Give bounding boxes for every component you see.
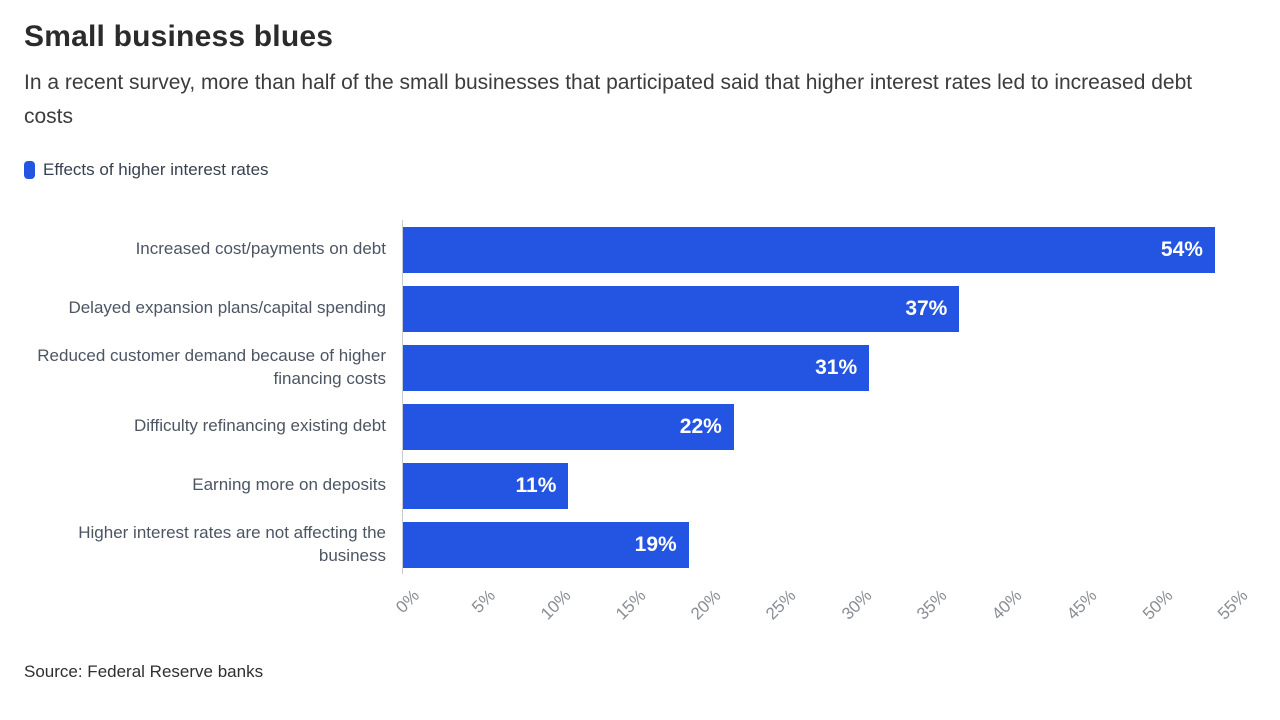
- category-label: Difficulty refinancing existing debt: [134, 416, 386, 436]
- bar-chart: Increased cost/payments on debt 54% Delaye…: [24, 220, 1252, 640]
- legend: Effects of higher interest rates: [24, 160, 1256, 180]
- x-axis-ticks: 0% 5% 10% 15% 20% 25% 30% 35% 40% 45% 50% 55%: [393, 574, 1252, 640]
- source-note: Source: Federal Reserve banks: [24, 662, 264, 682]
- bar-value-label: 11%: [515, 473, 557, 497]
- chart-row: Increased cost/payments on debt 54%: [24, 220, 1230, 280]
- plot-area: 19%: [402, 515, 1230, 575]
- x-tick-label: 45%: [1063, 586, 1101, 624]
- x-tick-label: 30%: [837, 586, 876, 624]
- legend-swatch-icon: [24, 161, 35, 180]
- chart-row: Reduced customer demand because of highe…: [24, 338, 1230, 398]
- bar: 19%: [403, 521, 689, 568]
- chart-subtitle: In a recent survey, more than half of th…: [24, 71, 1193, 129]
- chart-card: Small business blues In a recent survey,…: [24, 20, 1256, 682]
- plot-area: 11%: [402, 456, 1230, 516]
- bar: 54%: [403, 226, 1215, 273]
- chart-row: Difficulty refinancing existing debt 22%: [24, 397, 1230, 457]
- bar-value-label: 37%: [905, 296, 948, 320]
- x-tick-label: 15%: [611, 586, 650, 624]
- plot-area: 54%: [402, 220, 1230, 280]
- x-tick-label: 25%: [762, 586, 800, 624]
- legend-label: Effects of higher interest rates: [43, 160, 269, 180]
- chart-row: Earning more on deposits 11%: [24, 456, 1230, 516]
- axis-spacer: [24, 574, 402, 640]
- chart-row: Higher interest rates are not affecting …: [24, 515, 1230, 575]
- bar: 31%: [403, 344, 870, 391]
- x-tick-label: 40%: [988, 586, 1026, 624]
- x-axis: 0% 5% 10% 15% 20% 25% 30% 35% 40% 45% 50% 55%: [24, 574, 1252, 640]
- x-tick-label: 10%: [536, 586, 574, 624]
- chart-title: Small business blues: [24, 20, 334, 53]
- plot-area: 37%: [402, 279, 1230, 339]
- x-tick-label: 5%: [467, 586, 499, 617]
- bar: 11%: [403, 462, 569, 509]
- x-tick-label: 35%: [912, 586, 951, 624]
- category-label: Delayed expansion plans/capital spending: [68, 298, 386, 318]
- x-tick-label: 50%: [1138, 586, 1177, 624]
- bar-value-label: 19%: [634, 532, 677, 556]
- category-label: Earning more on deposits: [192, 475, 386, 495]
- bar-value-label: 31%: [815, 355, 858, 379]
- bar: 37%: [403, 285, 960, 332]
- x-tick-label: 55%: [1213, 586, 1252, 624]
- category-label: Reduced customer demand because of highe…: [37, 345, 386, 388]
- bar-rows: Increased cost/payments on debt 54% Delaye…: [24, 220, 1230, 575]
- bar-value-label: 22%: [679, 414, 722, 438]
- category-label: Increased cost/payments on debt: [135, 239, 386, 259]
- bar-value-label: 54%: [1160, 237, 1203, 261]
- plot-area: 22%: [402, 397, 1230, 457]
- x-tick-label: 20%: [687, 586, 725, 624]
- plot-area: 31%: [402, 338, 1230, 398]
- chart-row: Delayed expansion plans/capital spending…: [24, 279, 1230, 339]
- bar: 22%: [403, 403, 734, 450]
- category-label: Higher interest rates are not affecting …: [78, 522, 386, 565]
